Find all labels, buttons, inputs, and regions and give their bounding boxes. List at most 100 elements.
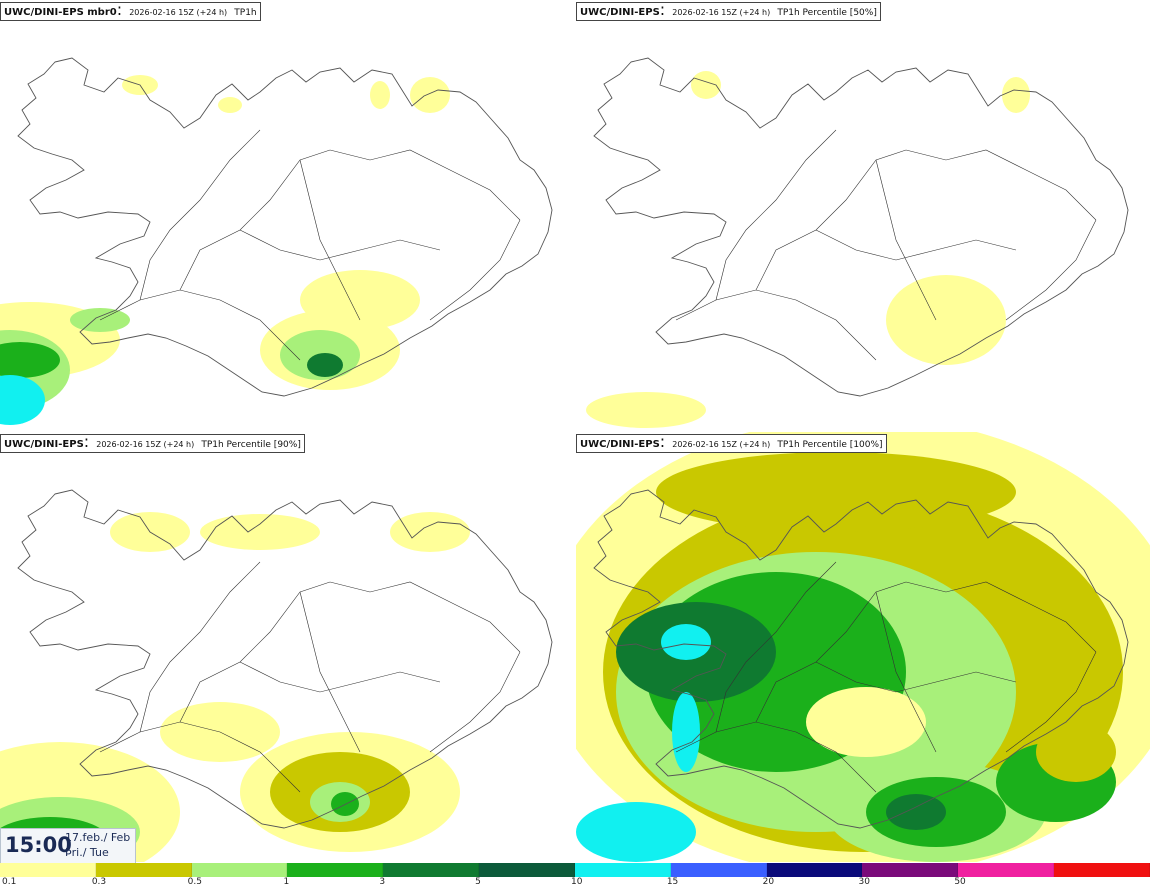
panel-field: TP1h Percentile [100%] [777, 440, 883, 450]
road-line [755, 149, 907, 291]
legend-label: 20 [762, 877, 775, 887]
road-line [239, 661, 441, 693]
road-line [905, 149, 1097, 221]
precip-area [691, 71, 721, 99]
legend-swatch [479, 863, 575, 877]
map-panel-p50: UWC/DINI-EPS: 2026-02-16 15Z (+24 h) TP1… [576, 0, 1150, 430]
panel-field: TP1h [234, 8, 257, 18]
legend-swatch [958, 863, 1055, 877]
color-legend-labels: 0.1 0.3 0.5 1 3 5 10 15 20 30 50 [0, 877, 1150, 891]
panel-source: UWC/DINI-EPS [4, 439, 84, 450]
valid-weekday: Þri./ Tue [65, 846, 109, 859]
panel-field: TP1h Percentile [50%] [777, 8, 877, 18]
road-line [99, 721, 301, 793]
coastline [17, 57, 553, 397]
road-line [815, 229, 1017, 261]
precip-area [886, 275, 1006, 365]
road-line [299, 159, 361, 321]
panel-datetime: 2026-02-16 15Z (+24 h) [672, 8, 771, 17]
legend-swatch [383, 863, 480, 877]
precip-area [1036, 722, 1116, 782]
legend-swatch [574, 863, 671, 877]
road-line [99, 289, 301, 361]
legend-swatch [95, 863, 192, 877]
road-line [179, 581, 331, 723]
road-line [139, 129, 261, 301]
legend-label: 50 [954, 877, 966, 887]
road-line [875, 159, 937, 321]
road-line [329, 581, 521, 653]
legend-swatch [670, 863, 767, 877]
legend-swatch [766, 863, 863, 877]
precip-area [390, 512, 470, 552]
legend-swatch [191, 863, 288, 877]
precip-area [586, 392, 706, 428]
legend-label: 0.5 [187, 877, 202, 887]
road-line [905, 581, 1097, 653]
road-line [675, 721, 877, 793]
precip-area [370, 81, 390, 109]
panel-title: UWC/DINI-EPS: 2026-02-16 15Z (+24 h) TP1… [576, 2, 881, 21]
legend-swatch [287, 863, 384, 877]
panel-field: TP1h Percentile [90%] [201, 440, 301, 450]
precip-area [576, 802, 696, 862]
precip-area [200, 514, 320, 550]
road-line [1005, 219, 1097, 321]
panel-title: UWC/DINI-EPS: 2026-02-16 15Z (+24 h) TP1… [0, 434, 305, 453]
legend-label: 30 [858, 877, 870, 887]
coastline [17, 489, 553, 829]
road-line [329, 149, 521, 221]
valid-time-clock: 15:00 [5, 833, 72, 857]
road-line [675, 289, 877, 361]
legend-label: 0.3 [91, 877, 107, 887]
road-line [239, 229, 441, 261]
precip-area [0, 342, 60, 378]
map-panel-mbr0: UWC/DINI-EPS mbr0: 2026-02-16 15Z (+24 h… [0, 0, 574, 430]
color-legend-bar [0, 863, 1150, 877]
legend-label: 3 [379, 877, 386, 887]
coastline [593, 489, 1129, 829]
legend-swatch [0, 863, 96, 877]
precip-area [300, 270, 420, 330]
road-line [715, 129, 837, 301]
precip-map [0, 57, 553, 425]
precip-area [661, 624, 711, 660]
panel-datetime: 2026-02-16 15Z (+24 h) [129, 8, 228, 17]
legend-label: 15 [666, 877, 679, 887]
coastline [593, 57, 1129, 397]
precip-map [0, 489, 553, 862]
panel-source: UWC/DINI-EPS [580, 439, 660, 450]
road-line [429, 651, 521, 753]
road-line [299, 591, 361, 753]
map-panel-p90: UWC/DINI-EPS: 2026-02-16 15Z (+24 h) TP1… [0, 432, 574, 862]
valid-date: 17.feb./ Feb [65, 831, 131, 844]
road-line [139, 561, 261, 733]
panel-source: UWC/DINI-EPS mbr0 [4, 7, 117, 18]
road-line [715, 561, 837, 733]
valid-time-box: 15:00 17.feb./ Feb Þri./ Tue [0, 828, 136, 864]
legend-label: 5 [475, 877, 481, 887]
panel-source: UWC/DINI-EPS [580, 7, 660, 18]
precip-area [656, 452, 1016, 532]
precip-area [1002, 77, 1030, 113]
legend-swatch [862, 863, 959, 877]
precip-area [218, 97, 242, 113]
precip-area [886, 794, 946, 830]
road-line [429, 219, 521, 321]
panel-datetime: 2026-02-16 15Z (+24 h) [96, 440, 195, 449]
map-panel-p100: UWC/DINI-EPS: 2026-02-16 15Z (+24 h) TP1… [576, 432, 1150, 862]
precip-map [576, 432, 1150, 862]
precip-area [806, 687, 926, 757]
road-line [815, 661, 1017, 693]
precip-area [307, 353, 343, 377]
legend-label: 1 [283, 877, 290, 887]
legend-label: 0.1 [2, 877, 17, 887]
panel-title: UWC/DINI-EPS mbr0: 2026-02-16 15Z (+24 h… [0, 2, 261, 21]
precip-map [586, 57, 1129, 428]
legend-label: 10 [571, 877, 583, 887]
precip-area [0, 375, 45, 425]
road-line [1005, 651, 1097, 753]
precip-area [410, 77, 450, 113]
legend-swatch [1054, 863, 1150, 877]
road-line [179, 149, 331, 291]
